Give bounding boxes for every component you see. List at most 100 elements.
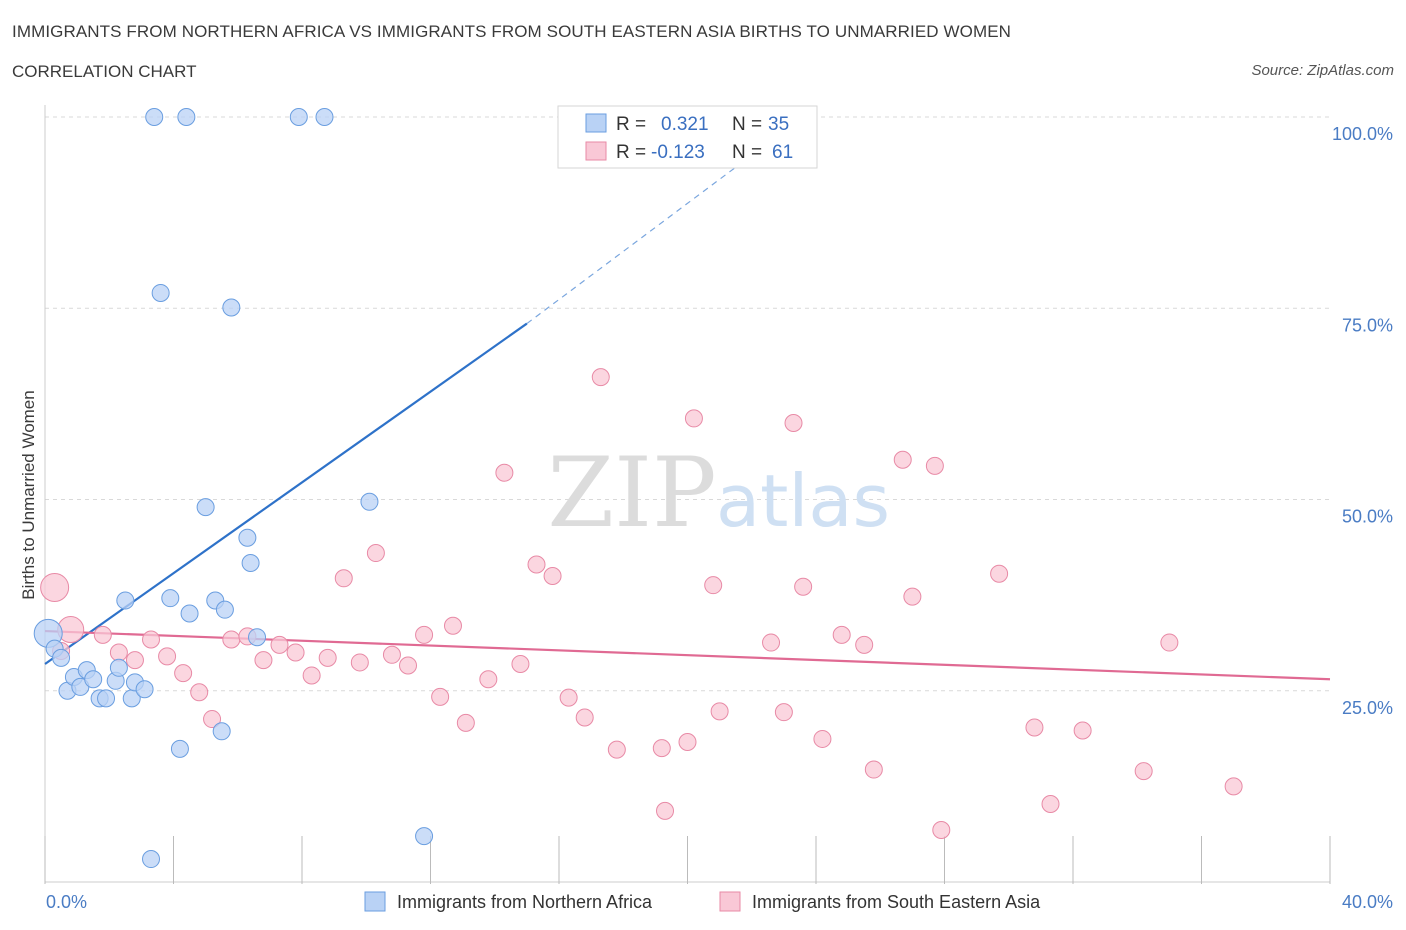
data-point-pink [318, 648, 337, 667]
data-point-pink [591, 368, 610, 387]
data-point-pink [270, 635, 289, 654]
y-tick-label: 75.0% [1342, 315, 1393, 335]
x-tick-labels: 0.0% 40.0% [46, 892, 1393, 912]
data-point-blue [97, 689, 116, 708]
data-point-pink [678, 733, 697, 752]
data-point-pink [456, 713, 475, 732]
data-point-blue [84, 670, 103, 689]
data-point-blue [315, 108, 334, 126]
data-point-pink [1160, 633, 1179, 652]
data-point-blue [248, 628, 267, 647]
legend-n-label-2: N = [732, 142, 762, 163]
bottom-legend-label-south-eastern-asia: Immigrants from South Eastern Asia [752, 892, 1041, 912]
legend-r-label-2: R = [616, 142, 646, 163]
data-point-pink [399, 656, 418, 675]
data-point-blue [151, 283, 170, 302]
data-point-blue [170, 739, 189, 758]
data-point-blue [180, 604, 199, 623]
trend-line-northern-africa-extension [526, 154, 753, 325]
series-legend: Immigrants from Northern Africa Immigran… [364, 891, 1041, 912]
legend-r-value-2: -0.123 [651, 142, 705, 163]
y-tick-label: 25.0% [1342, 698, 1393, 718]
bottom-legend-label-northern-africa: Immigrants from Northern Africa [397, 892, 653, 912]
data-point-pink [1041, 794, 1060, 813]
data-point-pink [415, 625, 434, 644]
series-south-eastern-asia-points [40, 368, 1243, 839]
data-point-pink [704, 576, 723, 595]
data-point-pink [925, 456, 944, 475]
data-point-pink [203, 710, 222, 729]
trend-line-northern-africa [44, 322, 528, 665]
source-label: Source: ZipAtlas.com [1251, 62, 1394, 79]
data-point-pink [652, 739, 671, 758]
data-point-blue [238, 528, 257, 547]
legend-swatch-pink [585, 141, 607, 161]
data-point-pink [932, 820, 951, 839]
data-point-blue [222, 298, 241, 317]
series-northern-africa-points [33, 108, 434, 869]
legend-swatch-blue [585, 113, 607, 133]
watermark-atlas: atlas [716, 459, 890, 543]
data-point-blue [109, 658, 128, 677]
x-tick-label-min: 0.0% [46, 892, 87, 912]
data-point-pink [366, 544, 385, 563]
data-point-blue [135, 680, 154, 699]
data-point-pink [684, 409, 703, 428]
data-point-pink [1224, 777, 1243, 796]
data-point-pink [990, 564, 1009, 583]
data-point-pink [174, 664, 193, 683]
data-point-pink [762, 633, 781, 652]
watermark-zip: ZIP [547, 437, 716, 549]
data-point-pink [656, 801, 675, 820]
data-point-pink [142, 630, 161, 649]
data-point-pink [222, 630, 241, 649]
bottom-legend-swatch-blue [364, 891, 386, 912]
data-point-pink [254, 651, 273, 670]
data-point-pink [543, 567, 562, 585]
data-point-blue [241, 553, 260, 572]
data-point-pink [559, 688, 578, 707]
data-point-pink [1134, 762, 1153, 781]
legend-n-label-1: N = [732, 114, 762, 135]
data-point-pink [784, 414, 803, 432]
data-point-pink [495, 463, 514, 482]
data-point-blue [360, 492, 379, 511]
data-point-blue [289, 108, 308, 126]
data-point-pink [109, 643, 128, 662]
legend-r-label-1: R = [616, 114, 646, 135]
data-point-pink [93, 625, 112, 644]
legend-r-value-1: 0.321 [661, 114, 709, 135]
chart-title: IMMIGRANTS FROM NORTHERN AFRICA VS IMMIG… [12, 22, 1012, 41]
data-point-pink [855, 635, 874, 654]
data-point-pink [774, 703, 793, 722]
data-point-blue [215, 600, 234, 619]
stats-legend: R = 0.321 N = 35 R = -0.123 N = 61 [557, 105, 818, 169]
data-point-pink [1073, 721, 1092, 740]
data-point-pink [334, 569, 353, 588]
data-point-pink [302, 666, 321, 685]
data-point-pink [893, 450, 912, 469]
data-point-blue [116, 591, 135, 610]
data-point-pink [864, 760, 883, 779]
data-point-pink [511, 654, 530, 673]
legend-n-value-1: 35 [768, 114, 789, 135]
watermark: ZIP atlas [547, 437, 890, 549]
data-point-pink [190, 683, 209, 702]
data-point-pink [903, 587, 922, 606]
data-point-blue [415, 827, 434, 846]
data-point-pink [40, 572, 70, 602]
y-tick-label: 100.0% [1332, 124, 1393, 144]
data-point-pink [575, 708, 594, 727]
legend-n-value-2: 61 [772, 142, 793, 163]
data-point-pink [286, 643, 305, 662]
data-point-pink [158, 647, 177, 666]
data-point-blue [145, 108, 164, 126]
data-point-pink [1025, 718, 1044, 737]
data-point-pink [125, 651, 144, 670]
data-point-pink [479, 670, 498, 689]
data-point-pink [431, 687, 450, 706]
data-point-pink [794, 577, 813, 596]
data-point-pink [710, 702, 729, 721]
y-tick-labels: 25.0% 50.0% 75.0% 100.0% [1332, 124, 1393, 718]
y-tick-label: 50.0% [1342, 507, 1393, 527]
